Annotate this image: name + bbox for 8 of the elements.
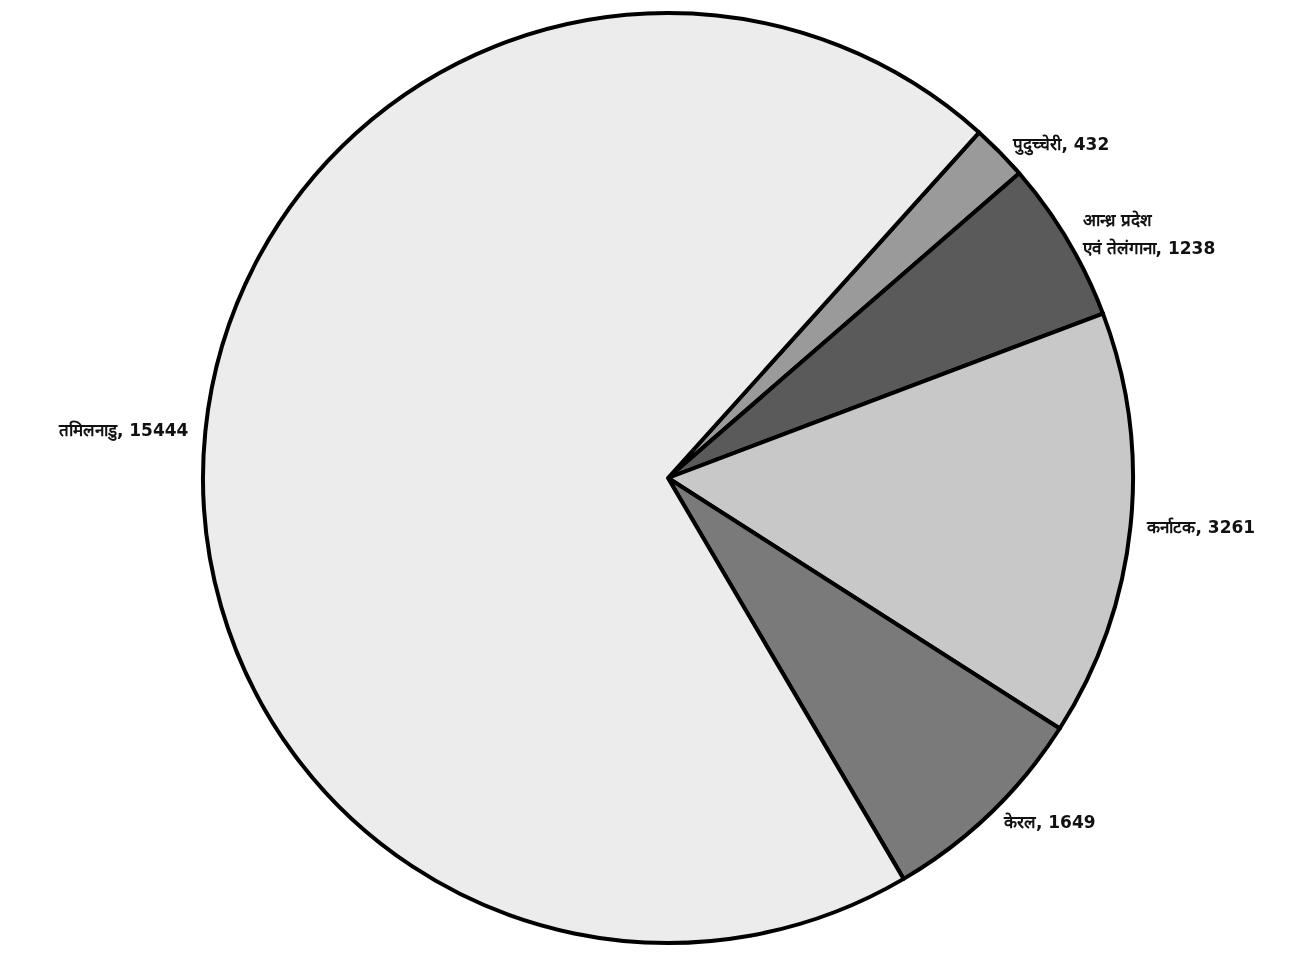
slice-label: आन्ध्र प्रदेश एवं तेलंगाना	[1081, 209, 1157, 258]
slice-label: तमिलनाडु	[57, 419, 118, 441]
data-label: , 1649	[1035, 811, 1096, 832]
data-label: , 3261	[1195, 517, 1256, 538]
data-label: , 432	[1061, 133, 1110, 154]
slice-label: केरल	[1002, 811, 1037, 832]
slice-label: कर्नाटक	[1146, 517, 1197, 538]
slice-label: पुदुच्चेरी	[1012, 133, 1063, 156]
